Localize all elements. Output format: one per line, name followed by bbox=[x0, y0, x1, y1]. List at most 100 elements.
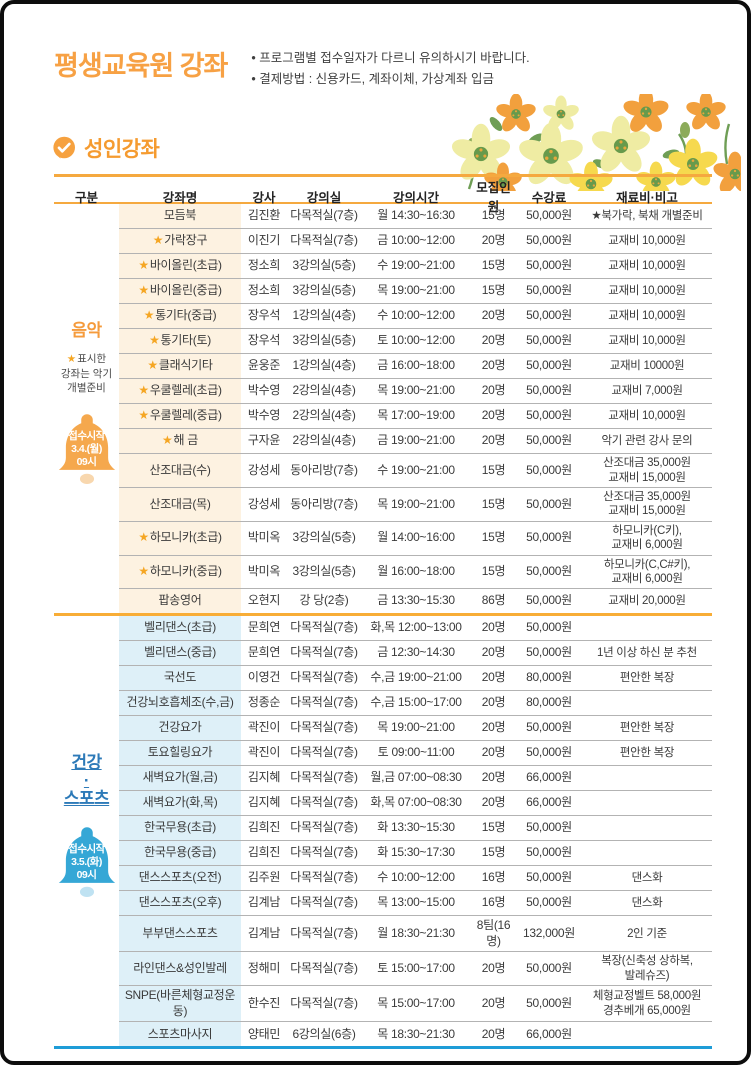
fee-cell: 50,000원 bbox=[526, 496, 572, 511]
fee-cell: 50,000원 bbox=[526, 383, 572, 398]
table-row: 라인댄스&성인발레 정해미 다목적실(7층) 토 15:00~17:00 20명 50,0… bbox=[119, 952, 712, 987]
fee-cell: 50,000원 bbox=[526, 745, 572, 760]
room-cell: 2강의실(4층) bbox=[292, 408, 356, 423]
capacity-cell: 20명 bbox=[481, 233, 506, 248]
instructor-cell: 박수영 bbox=[247, 383, 281, 398]
room-cell: 동아리방(7층) bbox=[290, 462, 358, 477]
fee-cell: 50,000원 bbox=[526, 333, 572, 348]
time-cell: 화,목 07:00~08:30 bbox=[370, 795, 462, 810]
room-cell: 3강의실(5층) bbox=[292, 333, 356, 348]
fee-cell: 50,000원 bbox=[526, 564, 572, 579]
time-cell: 목 19:00~21:00 bbox=[377, 496, 455, 511]
remark-cell: 2인 기준 bbox=[627, 927, 667, 940]
star-icon: ★ bbox=[138, 283, 149, 298]
capacity-cell: 15명 bbox=[481, 208, 506, 223]
section-note: ★표시한 강좌는 악기 개별준비 bbox=[60, 352, 113, 395]
registration-bell-icon: 접수시작 3.4.(월) 09시 bbox=[55, 408, 119, 496]
fee-cell: 50,000원 bbox=[526, 258, 572, 273]
time-cell: 월 14:00~16:00 bbox=[377, 530, 455, 545]
room-cell: 다목적실(7층) bbox=[290, 645, 358, 660]
remark-cell: 교재비 7,000원 bbox=[611, 385, 683, 398]
instructor-cell: 문희연 bbox=[247, 620, 281, 635]
fee-cell: 50,000원 bbox=[526, 845, 572, 860]
fee-cell: 80,000원 bbox=[526, 670, 572, 685]
page-title: 평생교육원 강좌 bbox=[54, 51, 228, 81]
room-cell: 3강의실(5층) bbox=[292, 530, 356, 545]
table-row: ★ 우쿨렐레(중급) 박수영 2강의실(4층) 목 17:00~19:00 20명 50,0… bbox=[119, 404, 712, 430]
table-row: SNPE(바른체형교정운동) 한수진 다목적실(7층) 목 15:00~17:00 20… bbox=[119, 986, 712, 1023]
fee-cell: 50,000원 bbox=[526, 233, 572, 248]
course-name-cell: ★ 하모니카(중급) bbox=[119, 555, 241, 589]
table-row: 새벽요가(화,목) 김지혜 다목적실(7층) 화,목 07:00~08:30 20명 66… bbox=[119, 791, 712, 817]
star-icon: ★ bbox=[66, 352, 77, 365]
column-header: 강의실 bbox=[306, 190, 342, 205]
star-icon: ★ bbox=[147, 358, 158, 373]
capacity-cell: 15명 bbox=[481, 462, 506, 477]
room-cell: 다목적실(7층) bbox=[290, 770, 358, 785]
room-cell: 다목적실(7층) bbox=[290, 233, 358, 248]
fee-cell: 50,000원 bbox=[526, 208, 572, 223]
course-name-cell: 새벽요가(월,금) bbox=[119, 766, 241, 791]
remark-cell: 산조대금 35,000원 교재비 15,000원 bbox=[603, 491, 691, 518]
capacity-cell: 15명 bbox=[481, 564, 506, 579]
course-name-cell: ★ 바이올린(초급) bbox=[119, 254, 241, 279]
table-row: 새벽요가(월,금) 김지혜 다목적실(7층) 월,금 07:00~08:30 20명 66… bbox=[119, 766, 712, 792]
fee-cell: 50,000원 bbox=[526, 870, 572, 885]
section-name: 건강 · 스포츠 bbox=[63, 752, 110, 809]
room-cell: 다목적실(7층) bbox=[290, 670, 358, 685]
course-name-cell: ★ 하모니카(초급) bbox=[119, 521, 241, 555]
instructor-cell: 장우석 bbox=[247, 333, 281, 348]
course-name-cell: ★ 해 금 bbox=[119, 429, 241, 454]
remark-cell: 편안한 복장 bbox=[619, 672, 675, 685]
time-cell: 수 10:00~12:00 bbox=[377, 308, 455, 323]
table-row: 건강요가 곽진이 다목적실(7층) 목 19:00~21:00 20명 50,000원 편안… bbox=[119, 716, 712, 742]
capacity-cell: 20명 bbox=[481, 961, 506, 976]
time-cell: 월 16:00~18:00 bbox=[377, 564, 455, 579]
section-health-sports: 건강 · 스포츠 접수시작 3.5.(화) 09시 벨리댄스(초급) 문희연 다목적… bbox=[54, 613, 712, 1047]
instructor-cell: 오현지 bbox=[247, 593, 281, 608]
capacity-cell: 20명 bbox=[481, 1026, 506, 1041]
instructor-cell: 한수진 bbox=[247, 995, 281, 1010]
table-row: ★ 통기타(토) 장우석 3강의실(5층) 토 10:00~12:00 20명 50,000… bbox=[119, 329, 712, 355]
time-cell: 수 10:00~12:00 bbox=[377, 870, 455, 885]
star-icon: ★ bbox=[143, 308, 155, 323]
room-cell: 강 당(2층) bbox=[299, 593, 349, 608]
section-title-row: 성인강좌 bbox=[52, 133, 747, 163]
table-row: 한국무용(초급) 김희진 다목적실(7층) 화 13:30~15:30 15명 50,00… bbox=[119, 816, 712, 842]
remark-cell: 교재비 20,000원 bbox=[608, 595, 686, 608]
course-name-cell: 산조대금(목) bbox=[119, 488, 241, 521]
star-icon: ★ bbox=[138, 530, 149, 545]
note-line: • 결제방법 : 신용카드, 계좌이체, 가상계좌 입금 bbox=[251, 71, 495, 86]
time-cell: 토 10:00~12:00 bbox=[377, 333, 455, 348]
fee-cell: 50,000원 bbox=[526, 820, 572, 835]
remark-cell: 교재비 10,000원 bbox=[608, 285, 686, 298]
remark-cell bbox=[582, 816, 712, 840]
room-cell: 다목적실(7층) bbox=[290, 208, 358, 223]
time-cell: 토 09:00~11:00 bbox=[377, 745, 455, 760]
check-icon bbox=[53, 136, 75, 159]
capacity-cell: 20명 bbox=[481, 720, 506, 735]
table-row: ★ 해 금 구자윤 2강의실(4층) 금 19:00~21:00 20명 50,000원 악기… bbox=[119, 429, 712, 455]
room-cell: 다목적실(7층) bbox=[290, 926, 358, 941]
registration-start-label: 접수시작 3.4.(월) 09시 bbox=[68, 429, 105, 469]
course-name-cell: 팝송영어 bbox=[119, 589, 241, 614]
remark-cell: 댄스화 bbox=[631, 872, 663, 885]
course-name-cell: ★ 클래식기타 bbox=[119, 354, 241, 379]
capacity-cell: 15명 bbox=[481, 283, 506, 298]
room-cell: 다목적실(7층) bbox=[290, 961, 358, 976]
table-row: ★ 클래식기타 윤웅준 1강의실(4층) 금 16:00~18:00 20명 50,000원… bbox=[119, 354, 712, 380]
course-name-cell: 모듬북 bbox=[119, 204, 241, 229]
fee-cell: 50,000원 bbox=[526, 895, 572, 910]
time-cell: 목 18:30~21:30 bbox=[377, 1026, 455, 1041]
remark-cell bbox=[582, 1022, 712, 1046]
instructor-cell: 박미옥 bbox=[247, 530, 281, 545]
table-row: 산조대금(목) 강성세 동아리방(7층) 목 19:00~21:00 15명 50,000… bbox=[119, 488, 712, 522]
table-row: 댄스스포츠(오후) 김계남 다목적실(7층) 목 13:00~15:00 16명 50,0… bbox=[119, 891, 712, 917]
table-header-row: 구분 강좌명 강사 강의실 강의시간 모집인원 수강료 재료비·비고 bbox=[54, 174, 712, 214]
instructor-cell: 이영건 bbox=[247, 670, 281, 685]
instructor-cell: 김계남 bbox=[247, 895, 281, 910]
capacity-cell: 20명 bbox=[481, 433, 506, 448]
time-cell: 월 14:30~16:30 bbox=[377, 208, 455, 223]
time-cell: 금 12:30~14:30 bbox=[377, 645, 455, 660]
time-cell: 월 18:30~21:30 bbox=[377, 926, 455, 941]
